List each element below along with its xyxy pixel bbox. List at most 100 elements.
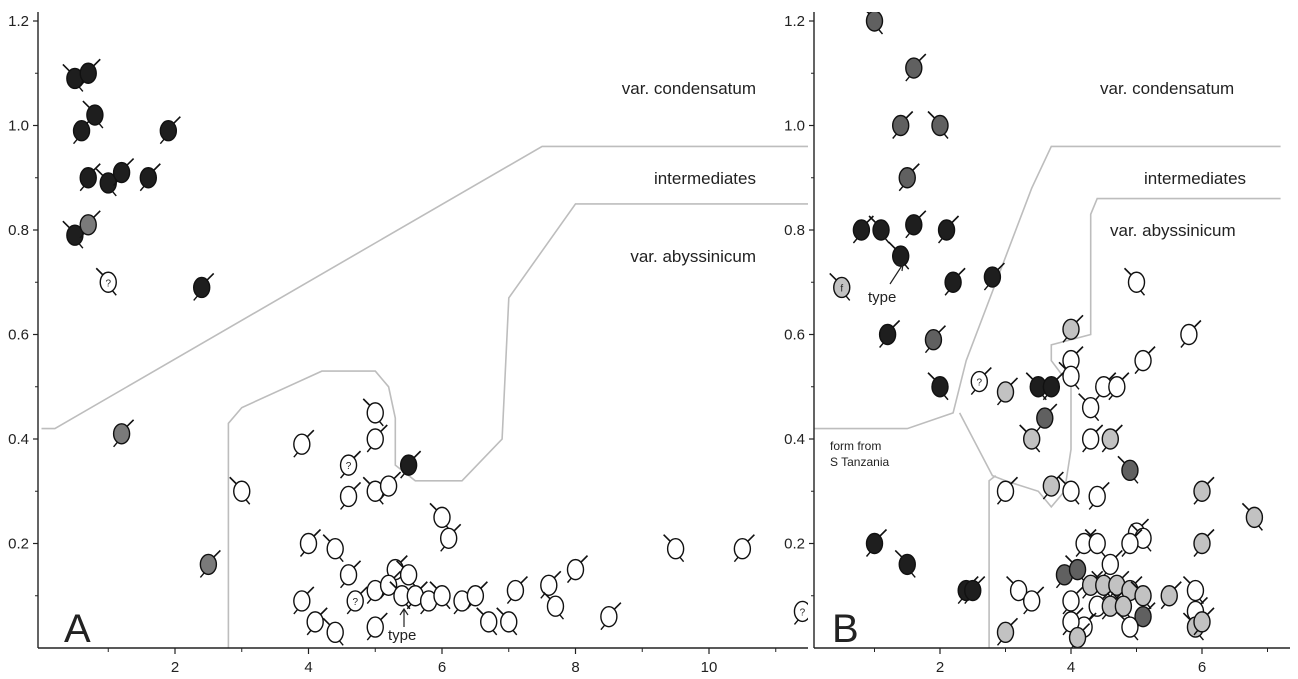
panel-a-boundary-line [227, 203, 808, 648]
panel-b-x-tick-label: 2 [936, 659, 944, 676]
panel-a-y-tick-label: 1.2 [8, 13, 29, 30]
panel-a-data-point [542, 591, 565, 620]
panel-b-data-point [1042, 372, 1064, 401]
panel-a-type-label: type [388, 627, 416, 644]
panel-b-data-point [1006, 575, 1028, 604]
panel-b-data-point [1078, 393, 1100, 422]
panel-a-data-point [406, 581, 428, 610]
panel-b-data-point [1101, 424, 1123, 453]
panel-b-boundaries [814, 145, 1281, 648]
panel-b-data-point [865, 12, 884, 35]
panel-b-y-tick-label: 0.2 [784, 536, 805, 553]
panel-b-data-point [1022, 586, 1045, 615]
panel-b-data-point [996, 377, 1019, 406]
panel-b-boundary-line [958, 197, 1281, 509]
panel-a-data-point [496, 607, 518, 636]
panel-a-points: ???? [62, 58, 808, 646]
panel-a-data-point [566, 555, 589, 584]
panel-a-data-point [62, 63, 84, 92]
panel-b-data-point [888, 241, 910, 270]
panel-b-data-point [1123, 267, 1146, 296]
panel-b-data-point [1019, 424, 1041, 453]
panel-a-data-point [733, 534, 755, 563]
panel-b-data-point [944, 267, 966, 296]
panel-a-y-tick-label: 0.4 [8, 431, 29, 448]
panel-b-boundary-line [988, 474, 997, 648]
panel-a-y-tick-label: 0.6 [8, 327, 29, 344]
panel-a-data-point [339, 481, 362, 510]
panel-a-x-tick-label: 6 [438, 659, 446, 676]
panel-b-x-tick-label: 4 [1067, 659, 1075, 676]
panel-a-data-point [379, 570, 402, 599]
panel-a-data-point [95, 168, 117, 197]
panel-b-data-point [1088, 481, 1110, 510]
panel-a-data-point [112, 157, 135, 186]
panel-a-data-point: ? [339, 450, 362, 479]
panel-b-y-tick-label: 1.0 [784, 118, 805, 135]
panel-b: f? 2 4 6 0.2 0.4 0.6 0.8 1.0 1.2 var. condensatu… [784, 0, 1298, 679]
panel-b-data-point [898, 163, 920, 192]
panel-b-form-label-line1: form from [830, 439, 881, 453]
panel-b-form-label-line2: S Tanzania [830, 455, 889, 469]
panel-b-data-point [1160, 581, 1182, 610]
panel-b-y-tick-label: 1.2 [784, 13, 805, 30]
panel-a-data-point: ? [95, 267, 117, 296]
panel-a-point-mark: ? [346, 461, 352, 472]
panel-b-region-label-intermediates: intermediates [1144, 169, 1246, 188]
panel-a-point-mark: ? [352, 597, 358, 608]
panel-b-letter: B [832, 607, 859, 651]
panel-a-data-point [79, 210, 101, 239]
panel-b-data-point [1042, 471, 1064, 500]
panel-a-y-tick-label: 1.0 [8, 118, 29, 135]
panel-a-data-point [600, 602, 622, 631]
panel-b-data-point [905, 53, 927, 82]
panel-a-region-label-intermediates: intermediates [654, 169, 756, 188]
panel-b-data-point [964, 575, 986, 604]
panel-b-data-point [1117, 455, 1139, 484]
panel-a-data-point [159, 116, 181, 145]
panel-b-data-point [927, 110, 949, 139]
panel-a-data-point [322, 534, 344, 563]
panel-b-data-point [1193, 528, 1215, 557]
panel-a-data-point [339, 560, 362, 589]
panel-a-data-point [429, 502, 451, 531]
panel-a-data-point [439, 523, 462, 552]
panel-b-data-point [983, 262, 1005, 291]
panel-b-type-label: type [868, 289, 896, 306]
panel-b-y-tick-label: 0.8 [784, 222, 805, 239]
panel-a-x-tick-label: 2 [171, 659, 179, 676]
panel-b-data-point [1062, 586, 1084, 615]
panel-a-letter: A [64, 607, 91, 651]
panel-a-data-point [466, 581, 488, 610]
panel-a: ???? 2 4 6 8 10 0.2 0.4 0.6 0.8 1.0 1.2 var. conde… [8, 12, 808, 676]
panel-b-data-point [1130, 581, 1152, 610]
panel-b-data-point [996, 476, 1019, 505]
panel-b-point-mark: f [840, 283, 843, 294]
panel-b-data-point [1108, 372, 1130, 401]
panel-b-data-point [927, 372, 949, 401]
panel-a-y-tick-label: 0.2 [8, 536, 29, 553]
panel-a-x-tick-label: 8 [571, 659, 579, 676]
panel-a-x-tick-label: 10 [701, 659, 718, 676]
panel-b-type-arrow [889, 263, 904, 285]
panel-b-data-point [892, 110, 914, 139]
panel-a-data-point [299, 528, 322, 557]
panel-a-data-point [199, 549, 221, 578]
panel-b-data-point [996, 617, 1019, 646]
panel-b-data-point [1101, 591, 1123, 620]
panel-a-data-point [362, 398, 384, 427]
panel-b-data-point: f [829, 272, 851, 301]
panel-a-data-point [476, 607, 498, 636]
panel-b-data-point [1180, 319, 1202, 348]
panel-a-data-point [379, 471, 402, 500]
panel-b-data-point [1182, 575, 1205, 604]
panel-b-x-tick-label: 6 [1198, 659, 1206, 676]
panel-a-data-point [229, 476, 251, 505]
panel-b-data-point [937, 215, 960, 244]
panel-a-type-arrow [399, 607, 409, 627]
panel-b-data-point [1121, 528, 1143, 557]
panel-b-points: f? [829, 12, 1264, 648]
panel-b-data-point [878, 319, 901, 348]
panel-a-region-label-abyssinicum: var. abyssinicum [630, 247, 756, 266]
panel-a-data-point [293, 429, 315, 458]
